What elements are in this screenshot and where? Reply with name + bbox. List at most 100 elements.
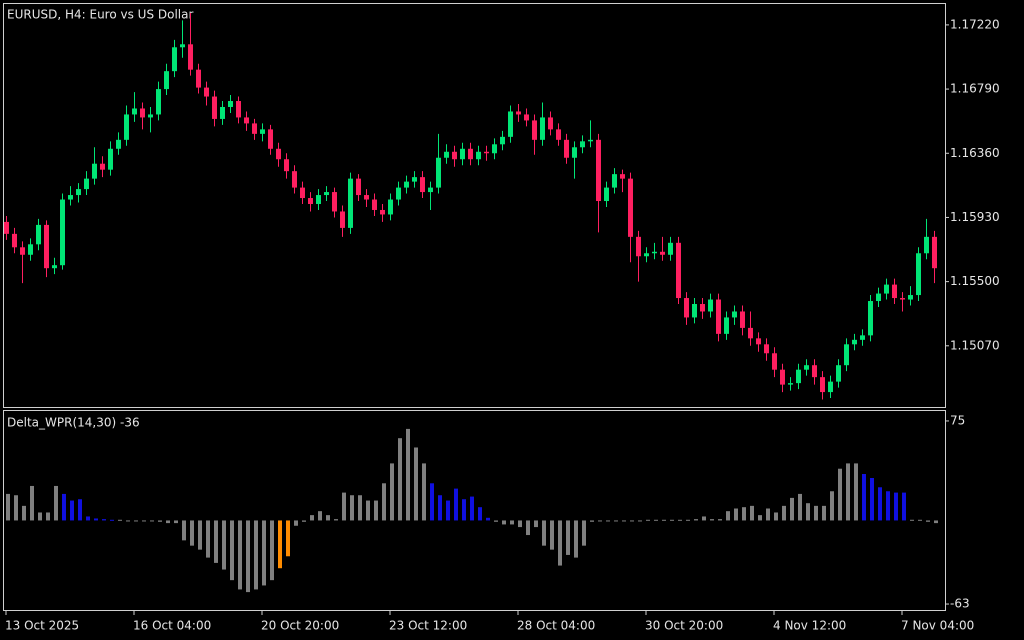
candle-body [412, 177, 417, 182]
histogram-bar [366, 500, 370, 521]
candle-body [428, 187, 433, 193]
candle-body [92, 163, 97, 179]
candle-body [716, 299, 721, 334]
candle-body [52, 265, 57, 269]
candle-body [220, 106, 225, 119]
candle-body [756, 338, 761, 345]
histogram-bar [374, 500, 378, 521]
indicator-pane [3, 410, 946, 611]
candle-body [268, 129, 273, 149]
histogram-bar [54, 485, 58, 521]
candle-body [436, 157, 441, 188]
histogram-bar [638, 520, 642, 522]
candle-body [932, 236, 937, 269]
histogram-bar [166, 520, 170, 524]
histogram-bar [238, 520, 242, 590]
candle-body [164, 71, 169, 90]
histogram-bar [894, 492, 898, 521]
histogram-bar [774, 512, 778, 521]
histogram-bar [486, 517, 490, 521]
x-tick-label: 23 Oct 12:00 [389, 619, 467, 633]
candle-body [444, 151, 449, 158]
histogram-bar [102, 519, 106, 521]
histogram-bar [534, 520, 538, 528]
candle-body [4, 221, 9, 234]
histogram-bar [422, 463, 426, 521]
candle-body [388, 199, 393, 215]
histogram-bar [910, 519, 914, 521]
histogram-bar [118, 519, 122, 521]
histogram-bar [622, 520, 626, 522]
histogram-bar [350, 495, 354, 521]
histogram-bar [62, 493, 66, 521]
histogram-bar [270, 520, 274, 581]
histogram-bar [294, 520, 298, 526]
candle-body [36, 224, 41, 245]
histogram-bar [654, 519, 658, 521]
candle-body [196, 69, 201, 88]
candle-body [844, 344, 849, 366]
histogram-bar [222, 520, 226, 570]
candle-body [868, 301, 873, 336]
y-tick-label: -63 [950, 597, 970, 611]
candle-body [644, 253, 649, 257]
candle-body [748, 327, 753, 339]
histogram-bar [606, 520, 610, 522]
candle-body [356, 178, 361, 196]
candle-body [260, 129, 265, 134]
histogram-bar [798, 493, 802, 521]
candle-body [300, 187, 305, 199]
candle-body [476, 151, 481, 160]
candle-body [532, 120, 537, 140]
candle-body [708, 299, 713, 312]
x-tick-label: 4 Nov 12:00 [773, 619, 846, 633]
y-tick-label: 1.17220 [950, 17, 1000, 31]
candle-body [620, 174, 625, 179]
x-tick-label: 20 Oct 20:00 [261, 619, 339, 633]
histogram-bar [414, 447, 418, 521]
candle-body [820, 377, 825, 393]
candle-body [652, 251, 657, 254]
histogram-bar [14, 495, 18, 521]
candle-body [324, 192, 329, 196]
histogram-bar [630, 520, 634, 522]
candle-body [892, 284, 897, 299]
candle-body [812, 365, 817, 378]
candle-body [612, 174, 617, 188]
histogram-bar [446, 500, 450, 521]
indicator-title: Delta_WPR(14,30) -36 [7, 416, 140, 430]
candle-body [724, 317, 729, 334]
candle-body [292, 171, 297, 188]
candle-body [732, 311, 737, 318]
histogram-bar [318, 511, 322, 521]
candle-body [580, 141, 585, 148]
histogram-bar [710, 519, 714, 521]
histogram-bar [526, 520, 530, 536]
candle-body [276, 148, 281, 160]
candle-body [676, 242, 681, 299]
candle-body [852, 339, 857, 345]
histogram-bar [574, 520, 578, 558]
candle-body [172, 47, 177, 72]
candle-body [204, 87, 209, 97]
candle-body [364, 195, 369, 200]
candle-body [764, 344, 769, 354]
candle-body [780, 369, 785, 385]
candle-body [332, 192, 337, 212]
candle-body [772, 353, 777, 370]
histogram-bar [438, 495, 442, 521]
candle-body [380, 209, 385, 215]
histogram-bar [614, 520, 618, 522]
histogram-bar [862, 474, 866, 521]
histogram-bar [470, 496, 474, 521]
histogram-bar [518, 520, 522, 528]
candle-body [900, 298, 905, 300]
histogram-bar [686, 519, 690, 521]
candle-body [916, 253, 921, 296]
histogram-bar [734, 508, 738, 521]
candle-body [836, 365, 841, 382]
candle-body [500, 136, 505, 145]
histogram-bar [742, 507, 746, 521]
candle-body [788, 383, 793, 385]
